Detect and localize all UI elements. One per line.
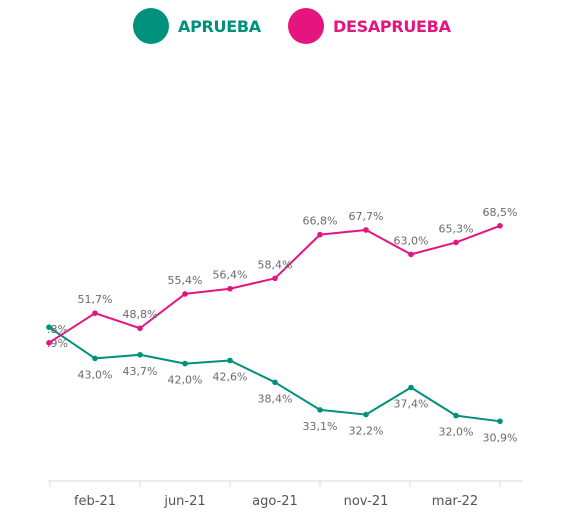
data-label-aprueba-10: 30,9%: [483, 431, 518, 444]
series-line-desaprueba: [48, 224, 501, 344]
data-point-desaprueba-9: [453, 239, 459, 246]
data-point-aprueba-8: [408, 384, 414, 391]
data-point-aprueba-10: [497, 418, 503, 425]
data-label-aprueba-3: 42,0%: [168, 374, 203, 387]
data-label-desaprueba-2: 48,8%: [123, 308, 158, 321]
data-point-desaprueba-7: [363, 227, 369, 233]
x-tick-label-nov-21: nov-21: [344, 494, 389, 509]
data-point-aprueba-6: [317, 407, 323, 413]
data-point-desaprueba-6: [317, 231, 323, 238]
data-label-aprueba-8: 37,4%: [394, 398, 429, 411]
data-label-desaprueba-3: 55,4%: [168, 274, 203, 287]
legend-swatch-desaprueba: [288, 8, 324, 44]
legend-swatch-aprueba: [133, 8, 169, 44]
data-point-desaprueba-4: [227, 285, 233, 292]
data-label-desaprueba-8: 63,0%: [394, 234, 429, 247]
data-point-desaprueba-8: [408, 251, 414, 258]
data-label-desaprueba-0: .8%: [47, 323, 68, 336]
x-tick-label-mar-22: mar-22: [432, 494, 478, 509]
data-point-aprueba-2: [137, 351, 143, 358]
legend-item-aprueba: APRUEBA: [133, 8, 261, 44]
data-point-desaprueba-5: [272, 275, 278, 282]
data-point-aprueba-5: [272, 379, 278, 386]
data-point-desaprueba-0: [46, 340, 52, 346]
data-point-desaprueba-10: [497, 223, 503, 229]
data-label-aprueba-7: 32,2%: [349, 425, 384, 438]
x-tick-label-ago-21: ago-21: [252, 494, 298, 509]
data-label-desaprueba-4: 56,4%: [213, 269, 248, 282]
data-label-aprueba-1: 43,0%: [78, 368, 113, 381]
legend-label-aprueba: APRUEBA: [178, 16, 261, 36]
x-tick-label-jun-21: jun-21: [163, 494, 205, 509]
legend-label-desaprueba: DESAPRUEBA: [333, 16, 451, 36]
data-point-desaprueba-3: [182, 291, 188, 297]
data-point-aprueba-4: [227, 357, 233, 364]
data-label-aprueba-9: 32,0%: [439, 426, 474, 439]
series-line-aprueba: [48, 326, 501, 423]
data-label-desaprueba-1: 51,7%: [78, 293, 113, 306]
data-point-aprueba-7: [363, 411, 369, 418]
data-label-desaprueba-6: 66,8%: [303, 215, 338, 228]
data-point-aprueba-3: [182, 360, 188, 367]
data-label-aprueba-2: 43,7%: [123, 365, 158, 378]
data-point-desaprueba-2: [137, 325, 143, 332]
data-label-aprueba-5: 38,4%: [258, 392, 293, 405]
data-label-desaprueba-9: 65,3%: [439, 222, 474, 235]
data-point-aprueba-1: [92, 355, 98, 362]
data-point-aprueba-9: [453, 412, 459, 419]
legend-item-desaprueba: DESAPRUEBA: [288, 8, 451, 44]
data-label-aprueba-6: 33,1%: [303, 420, 338, 433]
data-label-desaprueba-5: 58,4%: [258, 258, 293, 271]
data-label-aprueba-4: 42,6%: [213, 370, 248, 383]
data-label-desaprueba-7: 67,7%: [349, 210, 384, 223]
data-point-desaprueba-1: [92, 310, 98, 316]
chart-legend: APRUEBA DESAPRUEBA: [0, 6, 573, 46]
data-label-desaprueba-10: 68,5%: [483, 206, 518, 219]
data-point-aprueba-0: [46, 324, 52, 331]
x-tick-label-feb-21: feb-21: [74, 494, 116, 509]
